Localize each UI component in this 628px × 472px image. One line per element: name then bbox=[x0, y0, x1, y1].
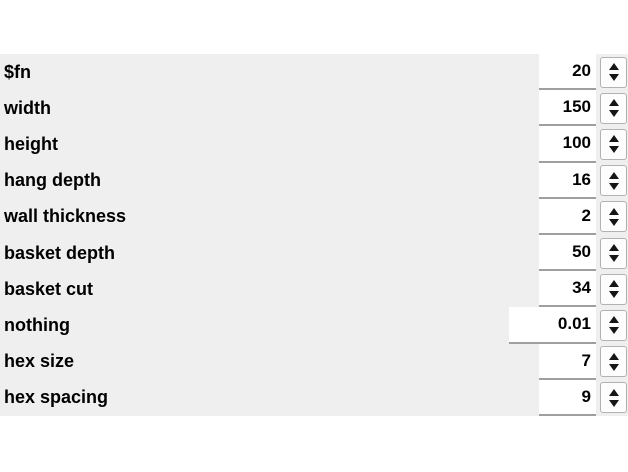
spinner-buttons bbox=[600, 165, 627, 197]
spin-up-button[interactable] bbox=[601, 279, 626, 289]
parameter-value-input[interactable] bbox=[539, 271, 596, 308]
spinner-buttons bbox=[600, 56, 627, 88]
arrow-up-icon bbox=[608, 280, 619, 288]
spinner-buttons bbox=[600, 309, 627, 341]
parameter-row: hex size bbox=[0, 343, 628, 380]
parameter-row: wall thickness bbox=[0, 198, 628, 235]
spin-down-button[interactable] bbox=[601, 73, 626, 83]
parameter-label: height bbox=[4, 133, 58, 154]
arrow-up-icon bbox=[608, 316, 619, 324]
parameter-row: basket depth bbox=[0, 234, 628, 272]
spin-down-button[interactable] bbox=[601, 217, 626, 227]
spin-up-button[interactable] bbox=[601, 98, 626, 108]
parameter-value-input[interactable] bbox=[539, 162, 596, 199]
arrow-down-icon bbox=[608, 255, 619, 263]
spin-up-button[interactable] bbox=[601, 243, 626, 253]
arrow-down-icon bbox=[608, 218, 619, 226]
spinner-buttons bbox=[600, 201, 627, 233]
arrow-down-icon bbox=[608, 110, 619, 118]
parameter-row: height bbox=[0, 126, 628, 163]
parameter-row: hex spacing bbox=[0, 379, 628, 416]
arrow-down-icon bbox=[608, 399, 619, 407]
parameter-label: hex size bbox=[4, 351, 75, 372]
spin-down-button[interactable] bbox=[601, 145, 626, 155]
arrow-down-icon bbox=[608, 363, 619, 371]
parameter-label: hex spacing bbox=[4, 387, 109, 408]
spin-up-button[interactable] bbox=[601, 315, 626, 325]
arrow-up-icon bbox=[608, 352, 619, 360]
parameter-row: nothing bbox=[0, 307, 628, 344]
spinner-buttons bbox=[600, 237, 627, 269]
arrow-down-icon bbox=[608, 146, 619, 154]
parameter-value-input[interactable] bbox=[539, 90, 596, 127]
spin-up-button[interactable] bbox=[601, 62, 626, 72]
parameter-label: hang depth bbox=[4, 170, 101, 191]
spinner-buttons bbox=[600, 92, 627, 124]
arrow-up-icon bbox=[608, 63, 619, 71]
parameter-row: width bbox=[0, 90, 628, 127]
spin-up-button[interactable] bbox=[601, 206, 626, 216]
arrow-down-icon bbox=[608, 74, 619, 82]
spin-up-button[interactable] bbox=[601, 387, 626, 397]
customizer-panel: $fn width height bbox=[0, 54, 628, 416]
spinner-buttons bbox=[600, 382, 627, 414]
arrow-up-icon bbox=[608, 207, 619, 215]
parameter-row: hang depth bbox=[0, 162, 628, 199]
parameter-label: $fn bbox=[4, 61, 31, 82]
parameter-value-input[interactable] bbox=[539, 126, 596, 163]
spin-up-button[interactable] bbox=[601, 134, 626, 144]
parameter-label: nothing bbox=[4, 314, 70, 335]
parameter-value-input[interactable] bbox=[539, 54, 596, 91]
arrow-up-icon bbox=[608, 171, 619, 179]
parameter-label: wall thickness bbox=[4, 206, 127, 227]
arrow-up-icon bbox=[608, 99, 619, 107]
arrow-down-icon bbox=[608, 182, 619, 190]
spin-down-button[interactable] bbox=[601, 362, 626, 372]
parameter-value-input[interactable] bbox=[539, 198, 596, 235]
arrow-up-icon bbox=[608, 244, 619, 252]
parameter-label: basket depth bbox=[4, 242, 116, 263]
spin-up-button[interactable] bbox=[601, 170, 626, 180]
parameter-value-input[interactable] bbox=[509, 307, 596, 344]
spin-down-button[interactable] bbox=[601, 181, 626, 191]
spin-down-button[interactable] bbox=[601, 109, 626, 119]
spin-down-button[interactable] bbox=[601, 398, 626, 408]
spinner-buttons bbox=[600, 346, 627, 378]
parameter-value-input[interactable] bbox=[539, 343, 596, 380]
spin-down-button[interactable] bbox=[601, 290, 626, 300]
spin-down-button[interactable] bbox=[601, 326, 626, 336]
parameter-label: basket cut bbox=[4, 278, 94, 299]
spin-down-button[interactable] bbox=[601, 254, 626, 264]
parameter-label: width bbox=[4, 97, 51, 118]
parameter-value-input[interactable] bbox=[539, 379, 596, 416]
spinner-buttons bbox=[600, 128, 627, 160]
arrow-up-icon bbox=[608, 388, 619, 396]
arrow-down-icon bbox=[608, 291, 619, 299]
spinner-buttons bbox=[600, 273, 627, 305]
spin-up-button[interactable] bbox=[601, 351, 626, 361]
arrow-down-icon bbox=[608, 327, 619, 335]
parameter-row: basket cut bbox=[0, 271, 628, 308]
arrow-up-icon bbox=[608, 135, 619, 143]
parameter-row: $fn bbox=[0, 54, 628, 91]
parameter-value-input[interactable] bbox=[539, 234, 596, 272]
